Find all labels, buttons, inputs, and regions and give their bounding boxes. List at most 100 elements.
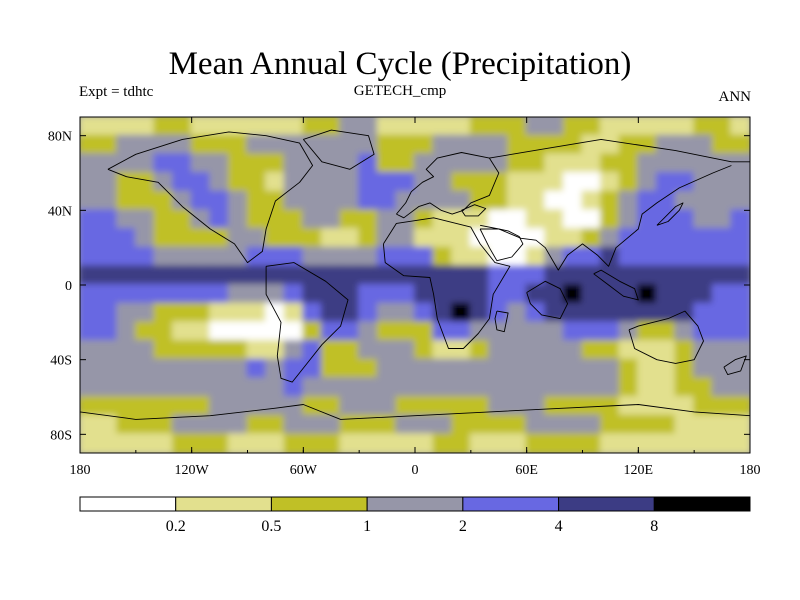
field-cell [469,190,491,212]
field-cell [172,433,193,453]
field-cell [693,358,714,380]
field-cell [414,246,435,268]
field-cell [488,209,509,230]
field-cell [395,377,416,398]
field-cell [227,209,249,230]
field-cell [97,172,119,193]
field-cell [97,377,119,398]
field-cell [730,396,750,417]
field-cell [153,284,174,305]
field-cell [265,172,286,193]
field-cell [172,265,193,286]
field-cell [376,414,398,436]
field-cell [618,377,640,398]
y-tick-label: 0 [65,279,72,294]
field-cell [600,190,621,212]
field-cell [320,414,342,436]
y-tick-label: 80S [50,428,72,443]
coastline-se-asia-islands [593,269,639,301]
field-cell [358,228,379,249]
field-cell [432,228,454,249]
field-cell [80,153,100,174]
field-cell [190,265,212,286]
field-cell [525,302,547,324]
field-cell [265,209,286,230]
field-cell [711,321,733,342]
field-cell [209,228,230,249]
field-cell [153,358,174,380]
field-cell [730,340,750,361]
coastline-madagascar [494,310,509,333]
field-cell [544,172,565,193]
y-tick-label: 40S [50,354,72,369]
field-cell [395,228,416,249]
field-cell [395,396,416,417]
field-cell [358,302,379,324]
field-cell [544,433,565,453]
coastline-new-zealand [723,355,747,376]
field-cell [358,340,379,361]
x-tick-label: 180 [70,463,91,478]
field-cell [432,377,454,398]
field-cell [283,172,305,193]
field-cell [562,228,584,249]
field-cell [562,172,584,193]
field-cell [116,414,137,436]
field-cell [525,284,547,305]
field-cell [469,433,491,453]
field-cell [488,321,509,342]
field-cell [451,377,472,398]
field-cell [562,153,584,174]
chart-title: Mean Annual Cycle (Precipitation) [168,46,632,82]
field-cell [655,377,677,398]
field-cell [711,153,733,174]
field-cell [711,228,733,249]
field-cell [116,172,137,193]
field-cell [190,117,212,137]
field-cell [339,265,361,286]
colorbar-label: 8 [650,518,658,535]
field-cell [693,209,714,230]
field-cell [227,172,249,193]
field-cell [395,172,416,193]
field-cell [209,433,230,453]
field-cell [451,302,472,324]
field-cell [674,209,696,230]
field-cell [246,284,268,305]
field-cell [153,433,174,453]
field-cell [283,284,305,305]
coastline-asia [489,138,750,163]
field-cell [265,396,286,417]
field-cell [562,190,584,212]
field-cell [80,265,100,286]
field-cell [339,284,361,305]
field-cell [320,340,342,361]
field-cell [395,153,416,174]
field-cell [693,340,714,361]
field-cell [227,153,249,174]
field-cell [339,302,361,324]
field-cell [693,117,714,137]
field-cell [655,265,677,286]
field-cell [153,340,174,361]
field-cell [581,396,603,417]
field-cell [302,377,323,398]
field-cell [693,377,714,398]
field-cell [116,265,137,286]
field-cell [507,134,528,156]
field-cell [674,284,696,305]
field-cell [172,396,193,417]
field-cell [618,117,640,137]
field-cell [525,117,547,137]
field-cell [302,358,323,380]
field-cell [97,134,119,156]
field-cell [432,284,454,305]
field-cell [302,302,323,324]
field-cell [525,172,547,193]
colorbar: 0.2 0.5 1 2 4 8 [79,496,751,535]
field-cell [581,414,603,436]
field-cell [134,396,156,417]
field-cell [618,228,640,249]
field-cell [581,172,603,193]
field-cell [80,396,100,417]
